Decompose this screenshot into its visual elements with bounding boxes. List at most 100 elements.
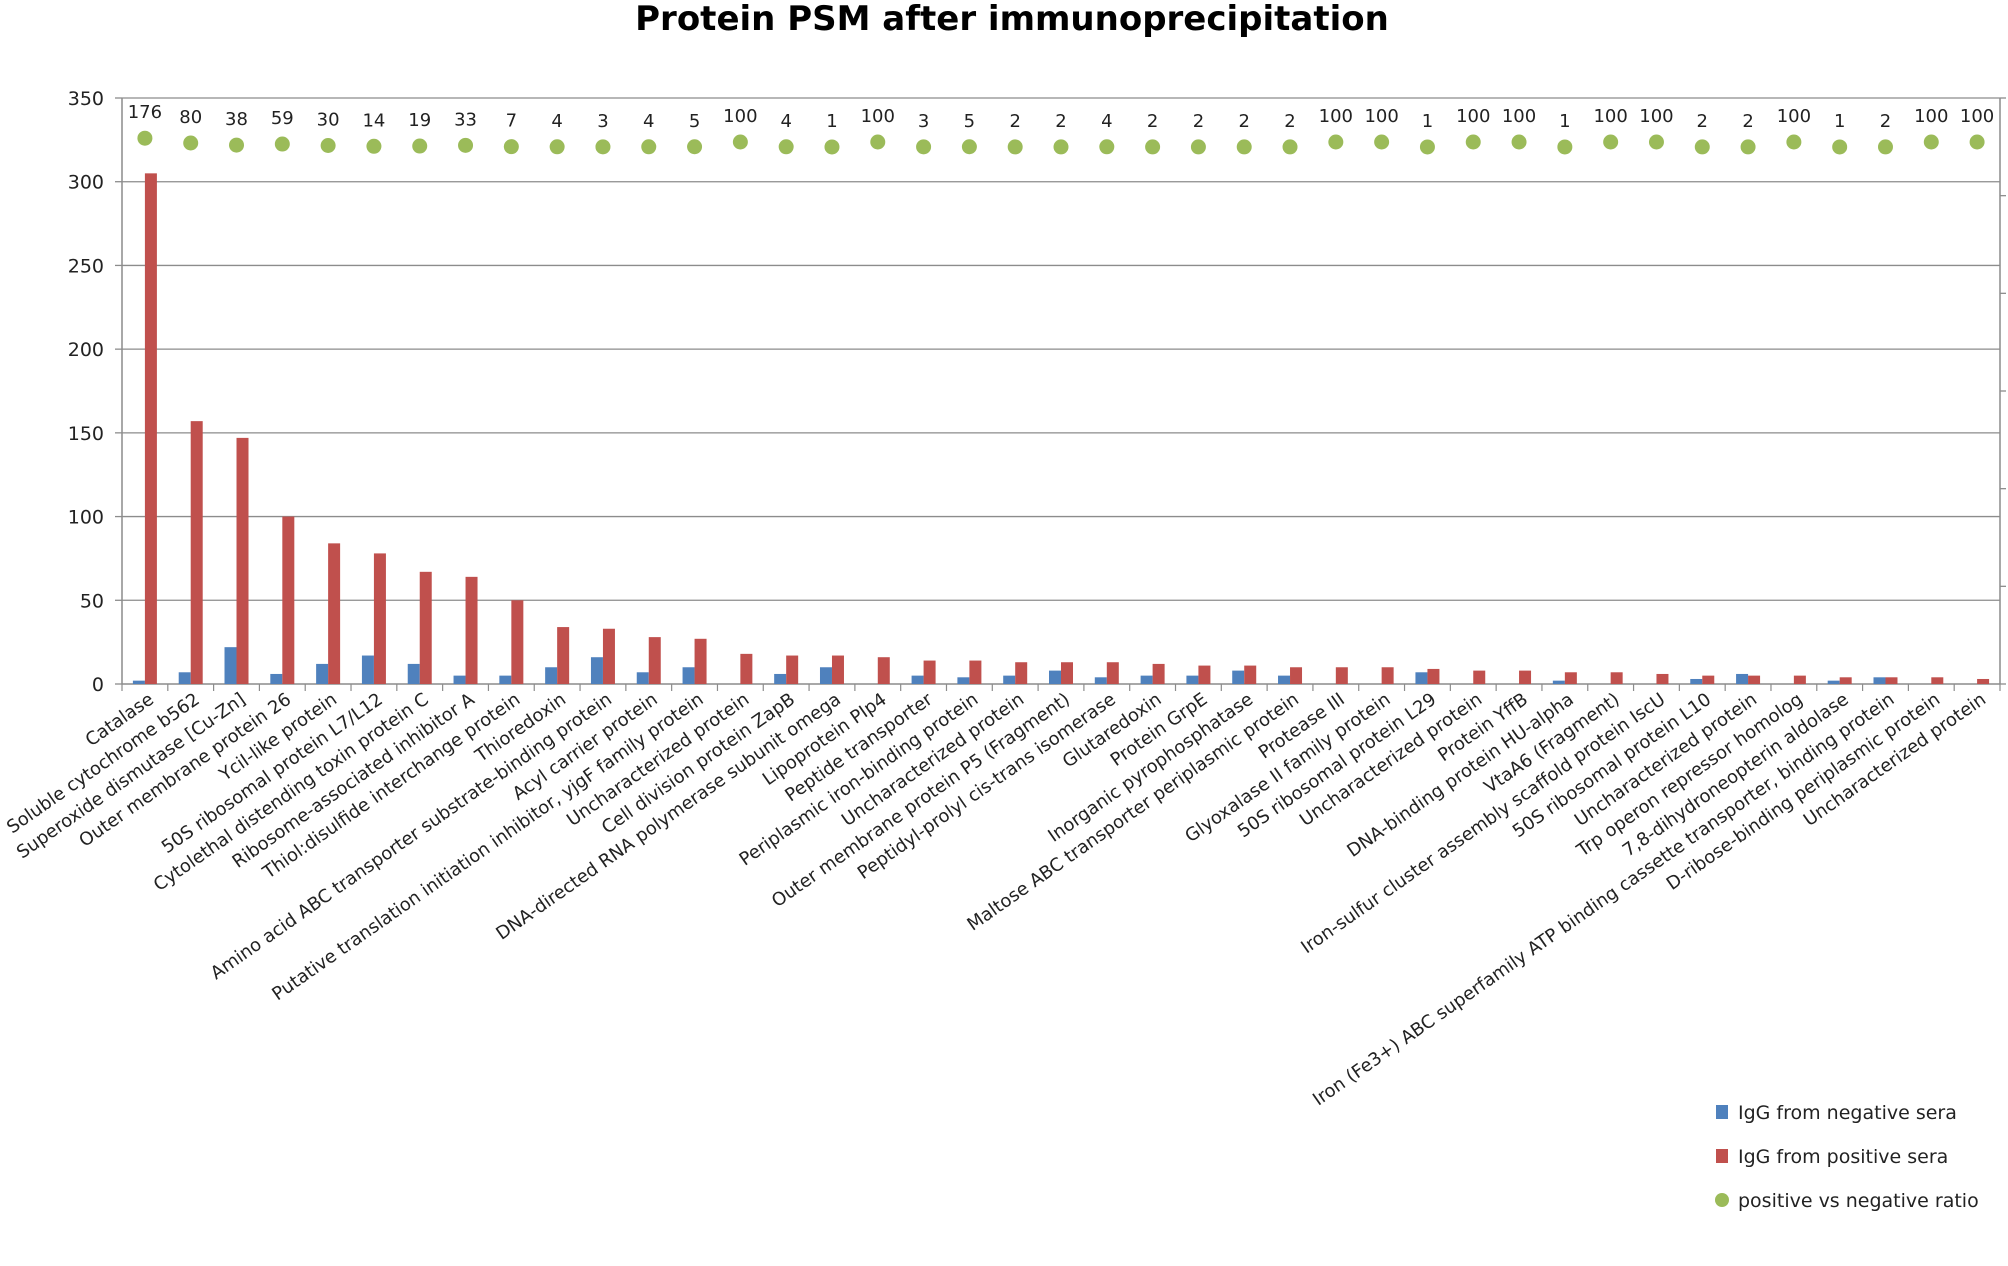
bar-positive-sera bbox=[1106, 662, 1119, 684]
ratio-data-label: 2 bbox=[1147, 111, 1158, 132]
ratio-point bbox=[1557, 139, 1573, 155]
ratio-data-label: 5 bbox=[689, 111, 700, 132]
legend: IgG from negative sera IgG from positive … bbox=[1715, 1102, 1979, 1212]
bar-negative-sera bbox=[819, 667, 832, 684]
ratio-data-label: 100 bbox=[1777, 106, 1811, 127]
bar-positive-sera bbox=[1473, 670, 1486, 684]
ratio-data-label: 59 bbox=[271, 108, 294, 129]
bar-positive-sera bbox=[1290, 667, 1303, 684]
y-tick-label: 350 bbox=[68, 88, 104, 110]
ratio-point bbox=[366, 138, 382, 154]
bar-positive-sera bbox=[694, 638, 707, 684]
ratio-point bbox=[824, 139, 840, 155]
y-tick-label: 300 bbox=[68, 172, 104, 194]
y-tick-label: 200 bbox=[68, 339, 104, 361]
ratio-point bbox=[412, 138, 428, 154]
y-axis-ticks: 0 50 100 150 200 250 300 350 bbox=[68, 88, 104, 696]
ratio-data-label: 2 bbox=[1284, 111, 1295, 132]
legend-label: IgG from positive sera bbox=[1738, 1146, 1948, 1168]
bar-negative-sera bbox=[590, 657, 603, 684]
ratio-point bbox=[641, 139, 657, 155]
bar-positive-sera bbox=[877, 657, 890, 684]
bar-positive-sera bbox=[786, 655, 799, 684]
ratio-data-label: 100 bbox=[1960, 106, 1994, 127]
legend-label: IgG from negative sera bbox=[1738, 1102, 1957, 1124]
bar-positive-sera bbox=[1885, 677, 1898, 684]
bar-negative-sera bbox=[1278, 675, 1291, 684]
bar-positive-sera bbox=[511, 600, 524, 684]
ratio-data-label: 100 bbox=[1593, 106, 1627, 127]
ratio-series: 176 80 38 59 30 14 19 33 7 4 3 4 5 100 4 1 100 3 5 2 2 4 2 2 2 2 1… bbox=[128, 102, 1994, 155]
ratio-point bbox=[1328, 134, 1344, 150]
ratio-point bbox=[549, 139, 565, 155]
ratio-data-label: 4 bbox=[1101, 111, 1112, 132]
ratio-data-label: 2 bbox=[1880, 111, 1891, 132]
bar-negative-sera bbox=[636, 672, 649, 684]
ratio-point bbox=[732, 134, 748, 150]
ratio-point bbox=[1694, 139, 1710, 155]
ratio-point bbox=[274, 136, 290, 152]
ratio-data-label: 100 bbox=[1364, 106, 1398, 127]
y-tick-label: 150 bbox=[68, 423, 104, 445]
bar-negative-sera bbox=[1827, 680, 1840, 684]
bar-positive-sera bbox=[923, 660, 936, 684]
ratio-point bbox=[1511, 134, 1527, 150]
ratio-data-label: 1 bbox=[1422, 111, 1433, 132]
ratio-point bbox=[1877, 139, 1893, 155]
ratio-data-label: 100 bbox=[1914, 106, 1948, 127]
legend-swatch bbox=[1716, 1105, 1728, 1119]
ratio-data-label: 100 bbox=[1639, 106, 1673, 127]
bar-negative-sera bbox=[957, 677, 970, 684]
bar-negative-sera bbox=[499, 675, 512, 684]
bar-positive-sera bbox=[1152, 663, 1165, 684]
bar-positive-sera bbox=[373, 553, 386, 684]
y-tick-label: 0 bbox=[92, 674, 104, 696]
ratio-data-label: 100 bbox=[723, 106, 757, 127]
ratio-data-label: 19 bbox=[408, 110, 431, 131]
ratio-data-label: 3 bbox=[918, 111, 929, 132]
legend-swatch bbox=[1715, 1193, 1729, 1207]
ratio-data-label: 14 bbox=[362, 110, 385, 131]
ratio-data-label: 100 bbox=[1502, 106, 1536, 127]
bar-positive-sera bbox=[465, 576, 478, 684]
ratio-data-label: 1 bbox=[1834, 111, 1845, 132]
ratio-data-label: 176 bbox=[128, 102, 162, 123]
bar-negative-sera bbox=[1094, 677, 1107, 684]
bar-positive-sera bbox=[419, 571, 432, 684]
ratio-point bbox=[1282, 139, 1298, 155]
bar-negative-sera bbox=[1415, 672, 1428, 684]
ratio-point bbox=[1190, 139, 1206, 155]
ratio-point bbox=[1648, 134, 1664, 150]
ratio-point bbox=[1465, 134, 1481, 150]
gridlines bbox=[122, 97, 2000, 601]
ratio-data-label: 3 bbox=[597, 111, 608, 132]
bar-positive-sera bbox=[740, 653, 753, 684]
ratio-point bbox=[1923, 134, 1939, 150]
ratio-data-label: 80 bbox=[179, 107, 202, 128]
legend-swatch bbox=[1716, 1149, 1728, 1163]
axes bbox=[115, 97, 2006, 691]
ratio-data-label: 2 bbox=[1697, 111, 1708, 132]
ratio-data-label: 5 bbox=[964, 111, 975, 132]
bar-negative-sera bbox=[1873, 677, 1886, 684]
bar-negative-sera bbox=[453, 675, 466, 684]
bar-positive-sera bbox=[1610, 672, 1623, 684]
ratio-point bbox=[1053, 139, 1069, 155]
bar-negative-sera bbox=[270, 673, 283, 684]
ratio-point bbox=[137, 130, 153, 146]
bar-positive-sera bbox=[1839, 677, 1852, 684]
ratio-data-label: 4 bbox=[780, 111, 791, 132]
bar-positive-sera bbox=[1656, 673, 1669, 684]
bar-positive-sera bbox=[1335, 667, 1348, 684]
ratio-data-label: 100 bbox=[1456, 106, 1490, 127]
bar-positive-sera bbox=[190, 421, 203, 684]
ratio-data-label: 1 bbox=[826, 111, 837, 132]
bar-negative-sera bbox=[316, 663, 329, 684]
ratio-data-label: 2 bbox=[1193, 111, 1204, 132]
ratio-point bbox=[1786, 134, 1802, 150]
bar-negative-sera bbox=[1003, 675, 1016, 684]
bar-positive-sera bbox=[1427, 668, 1440, 684]
bar-positive-sera bbox=[1381, 667, 1394, 684]
